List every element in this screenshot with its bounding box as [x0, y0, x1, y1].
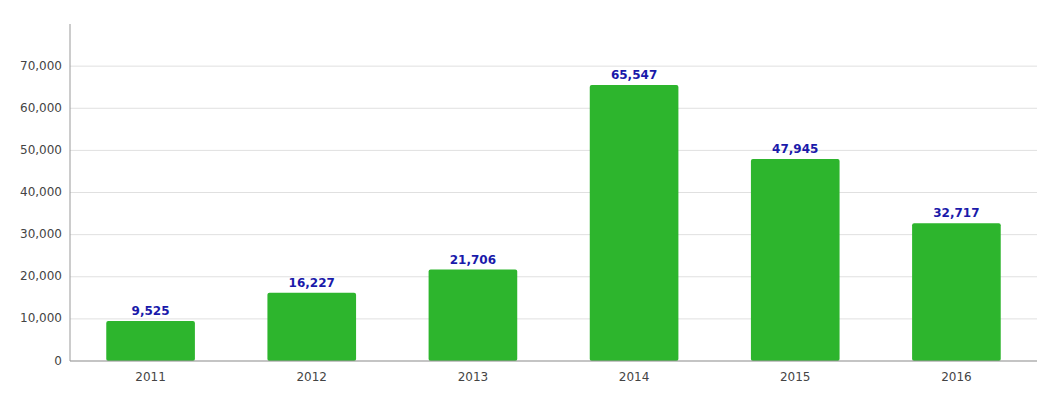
x-tick-label: 2015 [780, 370, 811, 384]
bar [751, 159, 840, 361]
y-tick-label: 40,000 [20, 185, 62, 199]
bar [429, 270, 518, 361]
x-tick-label: 2013 [458, 370, 489, 384]
grid-line [70, 318, 1037, 319]
data-label: 16,227 [289, 276, 335, 290]
y-axis-line [70, 24, 71, 361]
x-axis-line [70, 361, 1037, 362]
grid-line [70, 234, 1037, 235]
chart-svg: 0 10,000 20,000 30,000 40,000 50,000 60,000 70,… [0, 0, 1061, 401]
chart-container: 0 10,000 20,000 30,000 40,000 50,000 60,000 70,… [0, 0, 1061, 401]
bar [912, 223, 1001, 361]
grid-line [70, 66, 1037, 67]
data-label: 32,717 [933, 206, 979, 220]
bar [590, 85, 679, 361]
bar [267, 293, 356, 361]
data-label: 65,547 [611, 68, 657, 82]
grid [70, 66, 1037, 361]
x-tick-label: 2016 [941, 370, 972, 384]
x-tick-label: 2011 [135, 370, 166, 384]
bars [106, 85, 1000, 361]
grid-line [70, 192, 1037, 193]
grid-line [70, 150, 1037, 151]
grid-line [70, 108, 1037, 109]
data-label: 9,525 [132, 304, 170, 318]
x-tick-label: 2014 [619, 370, 650, 384]
grid-line [70, 361, 1037, 362]
y-tick-label: 0 [54, 354, 62, 368]
y-tick-label: 70,000 [20, 59, 62, 73]
x-tick-label: 2012 [296, 370, 327, 384]
y-tick-label: 50,000 [20, 143, 62, 157]
data-label: 47,945 [772, 142, 818, 156]
bar [106, 321, 195, 361]
y-tick-label: 60,000 [20, 101, 62, 115]
y-tick-label: 20,000 [20, 269, 62, 283]
data-label: 21,706 [450, 253, 496, 267]
y-tick-label: 30,000 [20, 227, 62, 241]
grid-line [70, 276, 1037, 277]
y-tick-label: 10,000 [20, 311, 62, 325]
